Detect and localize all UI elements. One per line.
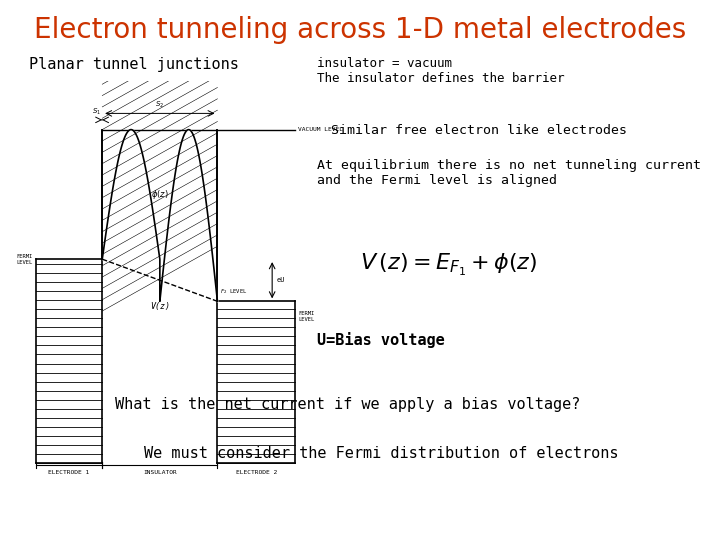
Text: FERMI
LEVEL: FERMI LEVEL	[17, 254, 33, 265]
Text: Electron tunneling across 1-D metal electrodes: Electron tunneling across 1-D metal elec…	[34, 16, 686, 44]
Text: Planar tunnel junctions: Planar tunnel junctions	[29, 57, 238, 72]
Text: $S_1$: $S_1$	[91, 106, 101, 117]
Text: $F_2$ LEVEL: $F_2$ LEVEL	[220, 288, 248, 296]
Text: U=Bias voltage: U=Bias voltage	[317, 332, 444, 348]
Text: INSULATOR: INSULATOR	[143, 470, 176, 475]
Text: $V\,(z) = E_{F_1} + \phi(z)$: $V\,(z) = E_{F_1} + \phi(z)$	[360, 252, 537, 278]
Text: V(z): V(z)	[150, 302, 170, 310]
Text: At equilibrium there is no net tunneling current
and the Fermi level is aligned: At equilibrium there is no net tunneling…	[317, 159, 701, 187]
Text: insulator = vacuum
The insulator defines the barrier: insulator = vacuum The insulator defines…	[317, 57, 564, 85]
Text: ELECTRODE 2: ELECTRODE 2	[235, 470, 277, 475]
Text: What is the net current if we apply a bias voltage?: What is the net current if we apply a bi…	[115, 397, 580, 412]
Text: VACUUM LEVEL: VACUUM LEVEL	[298, 127, 343, 132]
Text: $S_2$: $S_2$	[156, 100, 164, 110]
Text: $\phi(z)$: $\phi(z)$	[151, 188, 168, 201]
Text: We must consider the Fermi distribution of electrons: We must consider the Fermi distribution …	[144, 446, 618, 461]
Text: Similar free electron like electrodes: Similar free electron like electrodes	[331, 124, 627, 137]
Text: eU: eU	[276, 277, 285, 284]
Text: ELECTRODE 1: ELECTRODE 1	[48, 470, 90, 475]
Text: FERMI
LEVEL: FERMI LEVEL	[298, 311, 315, 322]
